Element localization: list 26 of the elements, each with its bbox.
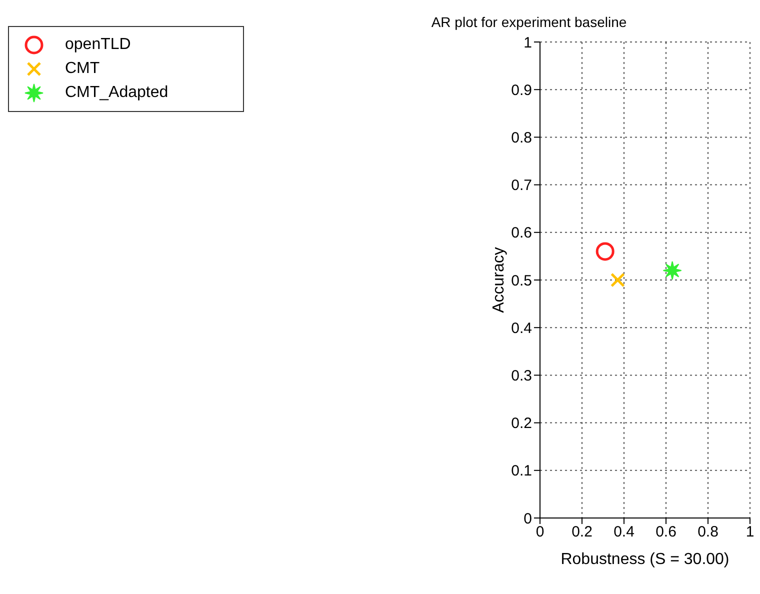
y-tick-label: 0 <box>524 510 532 528</box>
point <box>596 242 614 261</box>
y-tick-label: 0.8 <box>511 130 532 147</box>
y-tick-label: 0.1 <box>511 462 532 480</box>
point <box>662 260 682 280</box>
x-tick-label: 0.6 <box>656 524 676 541</box>
y-tick-label: 0.2 <box>511 415 532 432</box>
x-tick-label: 0.2 <box>572 524 592 541</box>
y-tick-label: 0.4 <box>511 320 532 337</box>
y-tick-label: 0.9 <box>511 82 532 99</box>
y-axis-title: Accuracy <box>490 247 508 313</box>
point <box>610 272 625 288</box>
x-tick-label: 0.8 <box>698 524 718 541</box>
legend-label: openTLD <box>65 36 131 54</box>
x-tick-label: 0.4 <box>614 524 634 541</box>
y-tick-label: 0.3 <box>511 368 532 385</box>
legend-label: CMT_Adapted <box>65 84 168 102</box>
legend-label: CMT <box>65 60 100 78</box>
x-tick-label: 0 <box>536 524 544 541</box>
y-tick-label: 0.6 <box>511 224 532 242</box>
x-axis-title: Robustness (S = 30.00) <box>560 551 730 568</box>
y-tick-label: 1 <box>524 34 532 52</box>
y-tick-label: 0.5 <box>511 272 532 290</box>
x-tick-label: 1 <box>746 524 754 541</box>
y-tick-label: 0.7 <box>511 177 532 194</box>
chart-title: AR plot for experiment baseline <box>430 14 628 30</box>
